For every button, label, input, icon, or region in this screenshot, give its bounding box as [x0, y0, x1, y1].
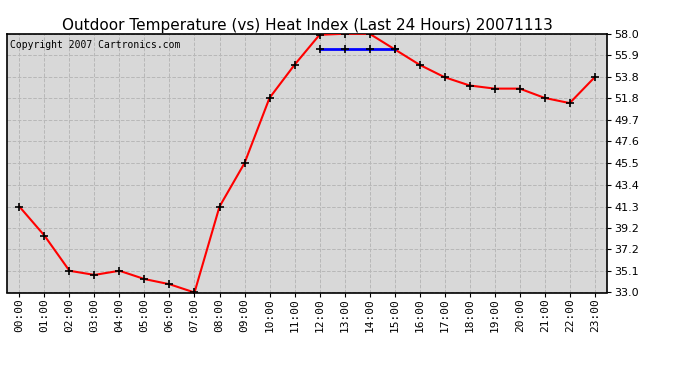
Text: Copyright 2007 Cartronics.com: Copyright 2007 Cartronics.com — [10, 40, 180, 50]
Title: Outdoor Temperature (vs) Heat Index (Last 24 Hours) 20071113: Outdoor Temperature (vs) Heat Index (Las… — [61, 18, 553, 33]
